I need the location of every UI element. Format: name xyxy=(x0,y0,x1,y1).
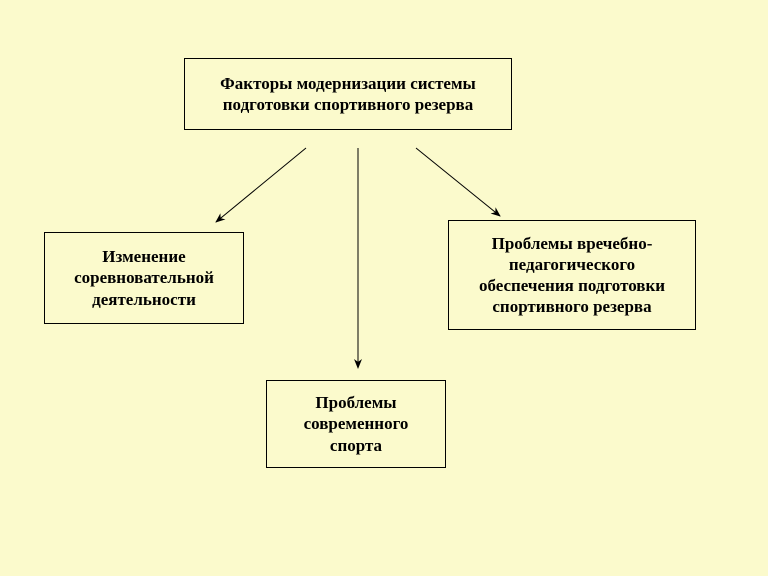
node-left-label: Изменение соревновательной деятельности xyxy=(59,246,229,310)
node-root-label: Факторы модернизации системы подготовки … xyxy=(199,73,497,116)
node-right: Проблемы вречебно-педагогического обеспе… xyxy=(448,220,696,330)
node-right-label: Проблемы вречебно-педагогического обеспе… xyxy=(463,233,681,318)
node-bottom: Проблемы современного спорта xyxy=(266,380,446,468)
edge-root-right xyxy=(416,148,500,216)
edge-root-left xyxy=(216,148,306,222)
node-root: Факторы модернизации системы подготовки … xyxy=(184,58,512,130)
node-left: Изменение соревновательной деятельности xyxy=(44,232,244,324)
node-bottom-label: Проблемы современного спорта xyxy=(281,392,431,456)
